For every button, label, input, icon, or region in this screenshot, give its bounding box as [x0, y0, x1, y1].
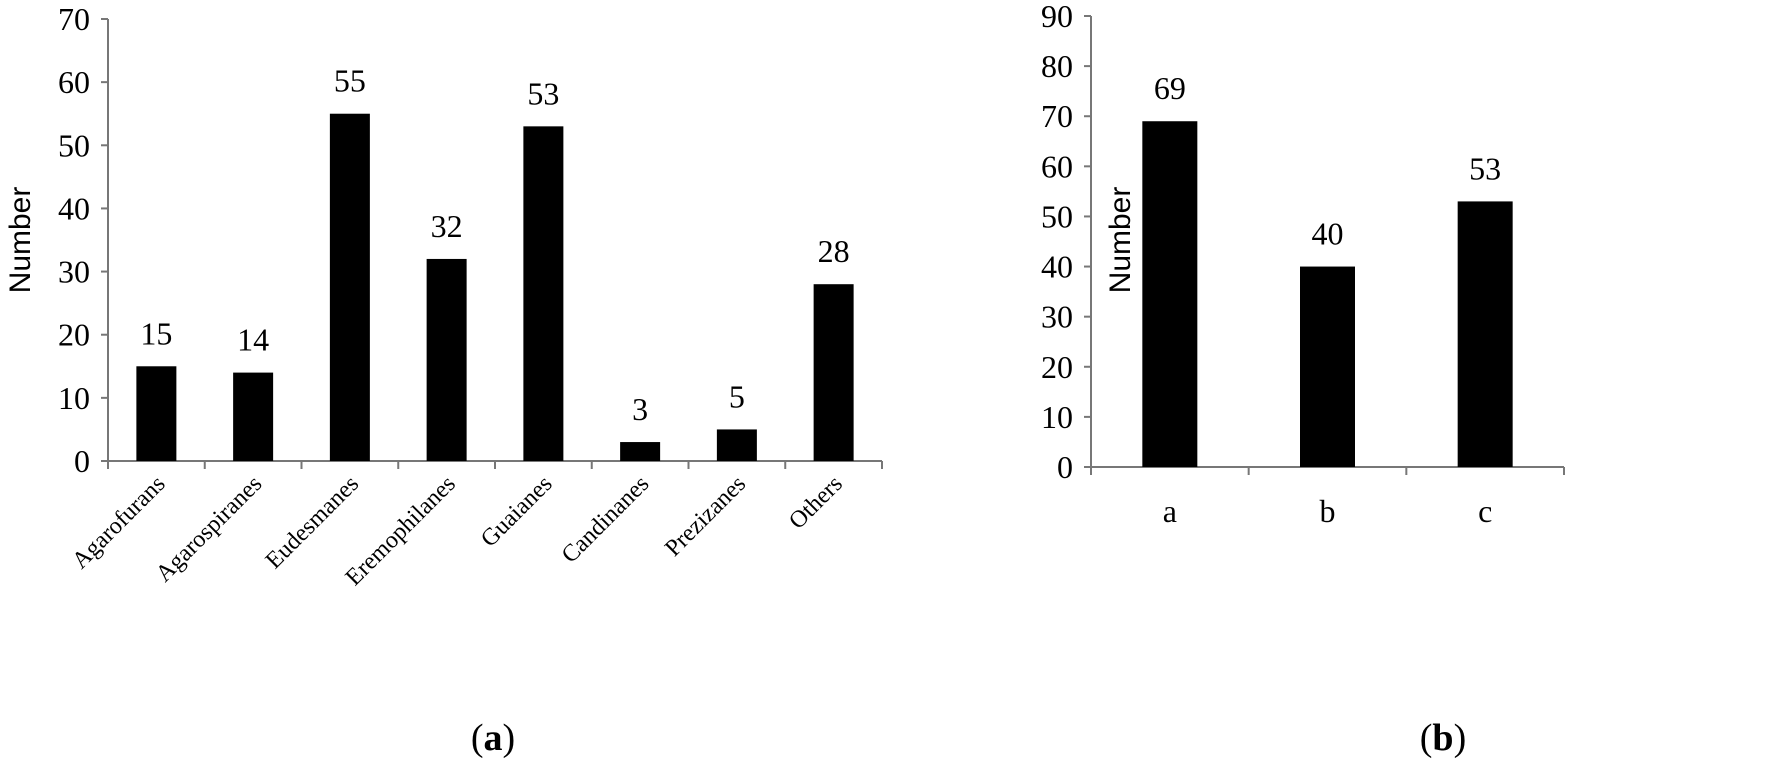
bar-agarofurans — [136, 366, 177, 461]
y-tick-label: 70 — [58, 1, 90, 37]
y-tick-label: 0 — [74, 443, 90, 479]
bar-prezizanes — [716, 429, 757, 461]
x-tick-label: Candinanes — [557, 471, 655, 569]
y-tick-label: 50 — [1041, 198, 1073, 234]
data-label: 55 — [334, 63, 366, 99]
y-tick-label: 10 — [58, 380, 90, 416]
y-axis-label: Number — [1104, 187, 1137, 294]
panel-caption: (b) — [1420, 717, 1466, 759]
y-tick-label: 70 — [1041, 98, 1073, 134]
data-label: 28 — [818, 233, 850, 269]
data-label: 3 — [632, 391, 648, 427]
data-label: 69 — [1154, 70, 1186, 106]
data-label: 15 — [140, 315, 172, 351]
bar-eremophilanes — [426, 258, 467, 461]
panel-caption: (a) — [471, 717, 515, 759]
bar-candinanes — [620, 442, 661, 461]
data-label: 53 — [527, 75, 559, 111]
bar-b — [1300, 266, 1355, 467]
y-tick-label: 60 — [1041, 148, 1073, 184]
x-tick-label: Eudesmanes — [261, 471, 364, 574]
data-label: 53 — [1469, 150, 1501, 186]
bar-c — [1457, 201, 1513, 467]
x-tick-label: c — [1478, 493, 1492, 529]
bar-a — [1142, 121, 1198, 467]
y-tick-label: 50 — [58, 127, 90, 163]
x-tick-label: Prezizanes — [660, 471, 751, 562]
y-tick-label: 30 — [58, 254, 90, 290]
data-label: 32 — [431, 208, 463, 244]
bar-agarospiranes — [233, 372, 274, 461]
x-tick-label: Guaianes — [476, 471, 558, 553]
y-axis-label: Number — [4, 187, 37, 294]
y-tick-label: 10 — [1041, 399, 1073, 435]
y-tick-label: 80 — [1041, 48, 1073, 84]
x-tick-label: a — [1163, 493, 1177, 529]
bar-others — [813, 284, 854, 461]
y-tick-label: 90 — [1041, 0, 1073, 34]
y-tick-label: 30 — [1041, 299, 1073, 335]
x-tick-label: Agarofurans — [67, 471, 170, 574]
data-label: 40 — [1312, 216, 1344, 252]
chart-panel-a: Number (a) 0 10 20 30 40 50 60 70 15 Agarofurans 1… — [4, 1, 883, 759]
y-tick-label: 40 — [58, 190, 90, 226]
data-label: 5 — [729, 378, 745, 414]
bar-eudesmanes — [329, 113, 370, 461]
data-label: 14 — [237, 322, 269, 358]
y-tick-label: 20 — [58, 317, 90, 353]
y-tick-label: 0 — [1057, 449, 1073, 485]
bar-guaianes — [523, 126, 564, 461]
y-tick-label: 20 — [1041, 349, 1073, 385]
y-tick-label: 60 — [58, 64, 90, 100]
y-tick-label: 40 — [1041, 249, 1073, 285]
chart-panel-b: Number (b) 0 10 20 30 40 50 60 70 80 90 69 a 40 b 53 c — [1041, 0, 1565, 759]
x-tick-label: b — [1320, 493, 1336, 529]
x-tick-label: Others — [784, 471, 848, 535]
